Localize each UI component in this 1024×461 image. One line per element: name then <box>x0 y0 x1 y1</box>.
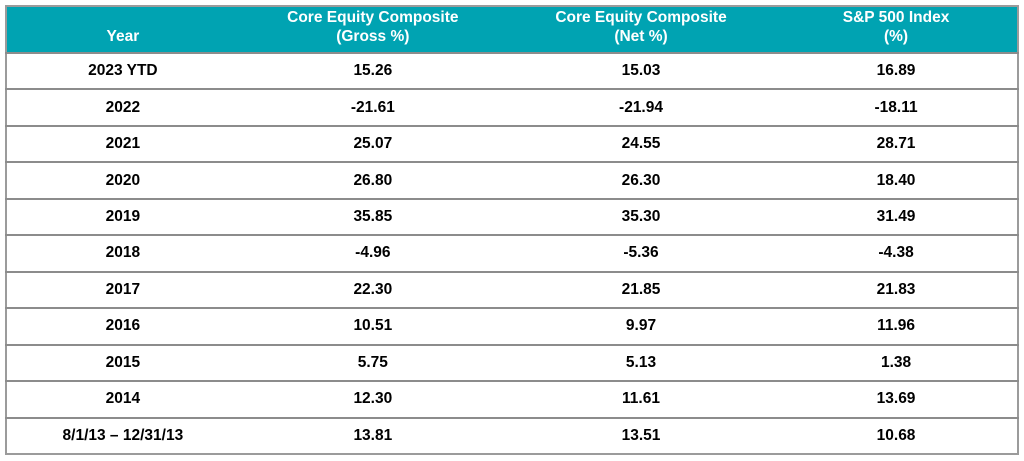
table-row: 2023 YTD 15.26 15.03 16.89 <box>6 51 1018 90</box>
value-cell: 26.80 <box>238 161 507 199</box>
year-cell: 2015 <box>6 343 239 382</box>
value-cell: -18.11 <box>775 88 1018 126</box>
value-cell: 13.69 <box>775 380 1018 418</box>
table-row: 2020 26.80 26.30 18.40 <box>6 161 1018 199</box>
table-row: 8/1/13 – 12/31/13 13.81 13.51 10.68 <box>6 416 1018 454</box>
column-header-year: Year <box>6 6 239 53</box>
value-cell: 16.89 <box>775 51 1018 90</box>
year-cell: 2019 <box>6 197 239 236</box>
column-header-sp500: S&P 500 Index (%) <box>775 6 1018 53</box>
value-cell: -5.36 <box>506 234 776 272</box>
year-cell: 2017 <box>6 270 239 309</box>
table-header: Year Core Equity Composite (Gross %) Cor… <box>6 6 1018 53</box>
year-cell: 2016 <box>6 307 239 345</box>
value-cell: 9.97 <box>506 307 776 345</box>
table-row: 2021 25.07 24.55 28.71 <box>6 124 1018 163</box>
value-cell: 18.40 <box>775 161 1018 199</box>
value-cell: -21.61 <box>238 88 507 126</box>
value-cell: 24.55 <box>506 124 776 163</box>
value-cell: 12.30 <box>238 380 507 418</box>
header-line2: (Gross %) <box>336 28 410 45</box>
year-cell: 2014 <box>6 380 239 418</box>
year-cell: 2023 YTD <box>6 51 239 90</box>
value-cell: 10.51 <box>238 307 507 345</box>
table-row: 2018 -4.96 -5.36 -4.38 <box>6 234 1018 272</box>
column-header-net: Core Equity Composite (Net %) <box>506 6 776 53</box>
table-row: 2019 35.85 35.30 31.49 <box>6 197 1018 236</box>
header-line1 <box>7 8 239 27</box>
value-cell: 22.30 <box>238 270 507 309</box>
value-cell: 28.71 <box>775 124 1018 163</box>
value-cell: 5.13 <box>506 343 776 382</box>
value-cell: 31.49 <box>775 197 1018 236</box>
header-line1: Core Equity Composite <box>555 9 727 26</box>
value-cell: 15.03 <box>506 51 776 90</box>
year-cell: 8/1/13 – 12/31/13 <box>6 416 239 454</box>
header-line2: (%) <box>883 28 909 45</box>
value-cell: 10.68 <box>775 416 1018 454</box>
value-cell: 5.75 <box>238 343 507 382</box>
header-line2: (Net %) <box>614 28 668 45</box>
value-cell: 11.96 <box>775 307 1018 345</box>
table-row: 2015 5.75 5.13 1.38 <box>6 343 1018 382</box>
value-cell: 13.51 <box>506 416 776 454</box>
performance-table: Year Core Equity Composite (Gross %) Cor… <box>5 5 1019 455</box>
year-cell: 2018 <box>6 234 239 272</box>
performance-table-container: Year Core Equity Composite (Gross %) Cor… <box>5 5 1019 455</box>
year-cell: 2021 <box>6 124 239 163</box>
table-row: 2014 12.30 11.61 13.69 <box>6 380 1018 418</box>
year-cell: 2020 <box>6 161 239 199</box>
value-cell: 35.30 <box>506 197 776 236</box>
value-cell: 26.30 <box>506 161 776 199</box>
value-cell: 13.81 <box>238 416 507 454</box>
header-line2: Year <box>106 28 140 45</box>
value-cell: 1.38 <box>775 343 1018 382</box>
year-cell: 2022 <box>6 88 239 126</box>
value-cell: 11.61 <box>506 380 776 418</box>
header-line1: Core Equity Composite <box>287 9 459 26</box>
value-cell: -4.38 <box>775 234 1018 272</box>
value-cell: 15.26 <box>238 51 507 90</box>
table-row: 2017 22.30 21.85 21.83 <box>6 270 1018 309</box>
value-cell: 21.85 <box>506 270 776 309</box>
value-cell: 35.85 <box>238 197 507 236</box>
table-body: 2023 YTD 15.26 15.03 16.89 2022 -21.61 -21.94… <box>6 51 1018 454</box>
value-cell: 21.83 <box>775 270 1018 309</box>
value-cell: -4.96 <box>238 234 507 272</box>
column-header-gross: Core Equity Composite (Gross %) <box>238 6 507 53</box>
value-cell: 25.07 <box>238 124 507 163</box>
table-row: 2022 -21.61 -21.94 -18.11 <box>6 88 1018 126</box>
table-row: 2016 10.51 9.97 11.96 <box>6 307 1018 345</box>
header-row: Year Core Equity Composite (Gross %) Cor… <box>6 6 1018 53</box>
header-line1: S&P 500 Index <box>842 9 950 26</box>
value-cell: -21.94 <box>506 88 776 126</box>
